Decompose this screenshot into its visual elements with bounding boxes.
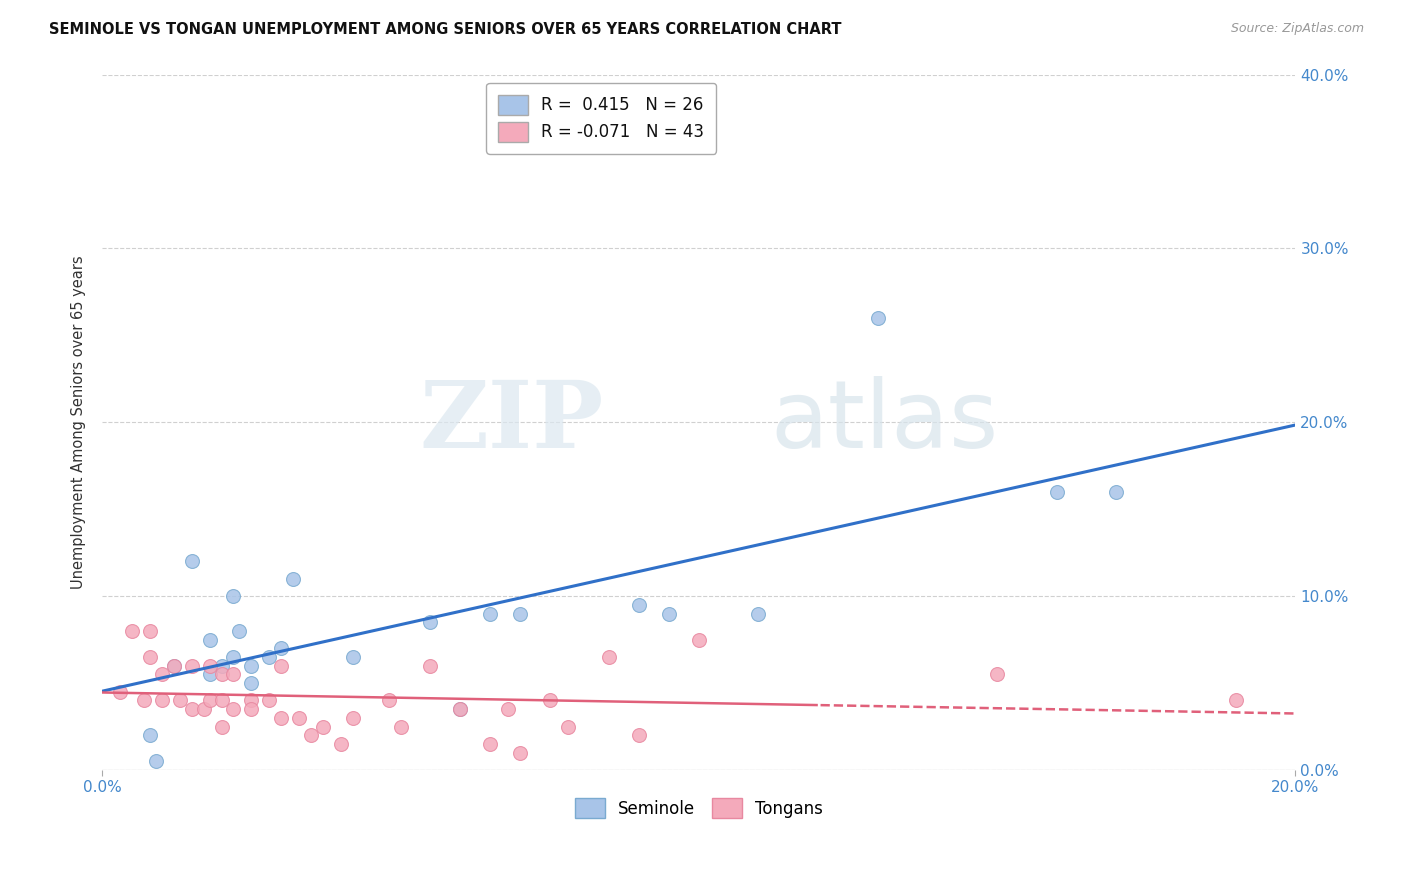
Point: [658, 607, 681, 621]
Point: [299, 728, 322, 742]
Point: [163, 658, 186, 673]
Text: ZIP: ZIP: [419, 377, 603, 467]
Point: [180, 554, 202, 568]
Point: [747, 607, 769, 621]
Point: [198, 658, 221, 673]
Point: [342, 650, 364, 665]
Point: [538, 693, 561, 707]
Point: [222, 589, 245, 603]
Point: [496, 702, 519, 716]
Point: [240, 702, 263, 716]
Point: [121, 624, 143, 638]
Point: [270, 711, 292, 725]
Point: [240, 693, 263, 707]
Point: [211, 693, 233, 707]
Point: [211, 658, 233, 673]
Text: Source: ZipAtlas.com: Source: ZipAtlas.com: [1230, 22, 1364, 36]
Point: [509, 746, 531, 760]
Point: [281, 572, 304, 586]
Point: [222, 667, 245, 681]
Point: [270, 641, 292, 656]
Point: [329, 737, 352, 751]
Point: [169, 693, 191, 707]
Point: [211, 719, 233, 733]
Point: [163, 658, 186, 673]
Point: [419, 615, 441, 630]
Point: [598, 650, 620, 665]
Point: [259, 693, 281, 707]
Point: [193, 702, 215, 716]
Point: [479, 737, 502, 751]
Point: [180, 702, 202, 716]
Point: [180, 658, 202, 673]
Point: [150, 667, 173, 681]
Point: [198, 667, 221, 681]
Point: [270, 658, 292, 673]
Point: [419, 658, 441, 673]
Point: [259, 650, 281, 665]
Point: [240, 676, 263, 690]
Point: [342, 711, 364, 725]
Point: [132, 693, 155, 707]
Point: [479, 607, 502, 621]
Point: [139, 624, 162, 638]
Point: [509, 607, 531, 621]
Point: [557, 719, 579, 733]
Point: [139, 650, 162, 665]
Point: [1046, 484, 1069, 499]
Legend: Seminole, Tongans: Seminole, Tongans: [568, 792, 830, 824]
Point: [139, 728, 162, 742]
Point: [1225, 693, 1247, 707]
Point: [288, 711, 311, 725]
Point: [1105, 484, 1128, 499]
Point: [449, 702, 471, 716]
Point: [145, 754, 167, 768]
Point: [222, 702, 245, 716]
Point: [222, 650, 245, 665]
Point: [108, 685, 131, 699]
Text: atlas: atlas: [770, 376, 998, 468]
Point: [377, 693, 399, 707]
Point: [312, 719, 335, 733]
Point: [240, 658, 263, 673]
Point: [866, 310, 889, 325]
Point: [198, 632, 221, 647]
Point: [628, 728, 651, 742]
Point: [389, 719, 412, 733]
Point: [228, 624, 250, 638]
Point: [449, 702, 471, 716]
Point: [986, 667, 1008, 681]
Text: SEMINOLE VS TONGAN UNEMPLOYMENT AMONG SENIORS OVER 65 YEARS CORRELATION CHART: SEMINOLE VS TONGAN UNEMPLOYMENT AMONG SE…: [49, 22, 842, 37]
Y-axis label: Unemployment Among Seniors over 65 years: Unemployment Among Seniors over 65 years: [72, 255, 86, 589]
Point: [628, 598, 651, 612]
Point: [150, 693, 173, 707]
Point: [211, 667, 233, 681]
Point: [688, 632, 710, 647]
Point: [198, 693, 221, 707]
